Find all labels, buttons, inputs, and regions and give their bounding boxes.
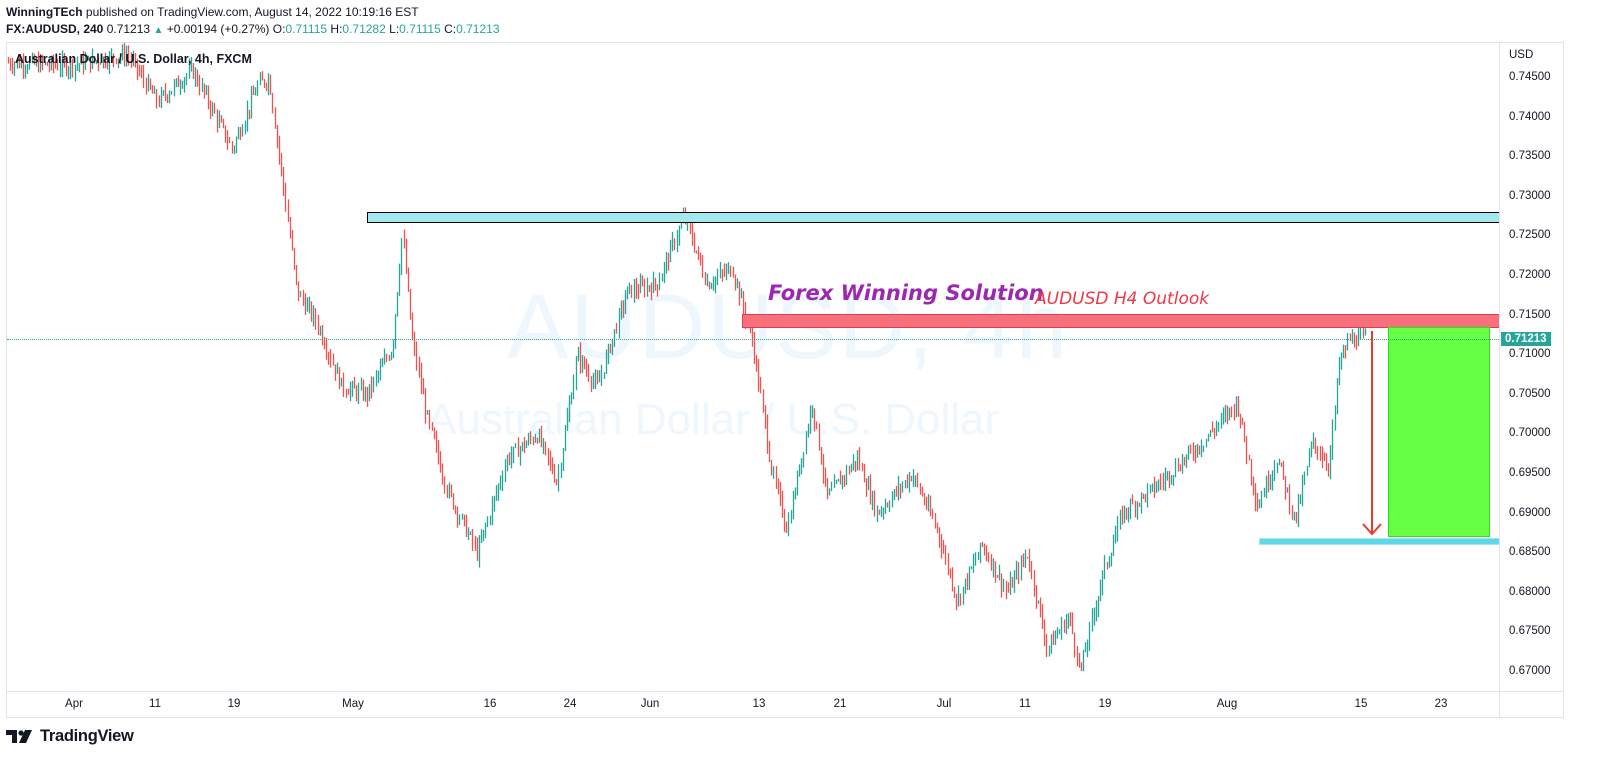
price-tick: 0.73000 [1509,189,1551,202]
price-tick: 0.72000 [1509,269,1551,281]
target-box[interactable] [1388,327,1490,537]
time-axis[interactable]: Apr 11 19 May 16 24 Jun 13 21 Jul 11 19 Aug 15 23 [7,691,1499,717]
time-tick: 11 [1019,698,1031,710]
time-tick: 19 [1098,698,1112,710]
price-tick: 0.71000 [1509,348,1551,361]
low-label: L: [389,22,400,36]
open-value: 0.71115 [285,22,328,36]
symbol-info-bar: FX:AUDUSD, 240 0.71213 ▲ +0.00194 (+0.27… [6,22,500,36]
time-tick: May [342,698,364,710]
upper-supply-zone[interactable] [367,212,1499,223]
current-price-badge: 0.71213 [1501,332,1551,346]
time-tick: Aug [1216,698,1238,710]
time-tick: 11 [149,698,161,710]
price-tick: 0.71500 [1509,308,1551,321]
down-arrow-icon[interactable] [1362,331,1382,537]
price-tick: 0.68000 [1509,585,1551,598]
low-value: 0.71115 [399,22,441,36]
time-tick: Jun [640,698,660,710]
currency-label: USD [1509,49,1534,61]
price-tick: 0.72500 [1509,229,1551,242]
axis-corner [1499,691,1563,717]
price-tick: 0.70000 [1509,427,1551,440]
time-tick: Jul [936,698,952,710]
last-price: 0.71213 [106,22,151,36]
price-change: +0.00194 (+0.27%) [166,22,270,36]
brand-annotation[interactable]: Forex Winning Solution [768,281,1044,305]
time-tick: 19 [227,698,241,710]
watermark-name: Australian Dollar / U.S. Dollar [427,395,1000,444]
tradingview-logo[interactable]: TradingView [6,727,134,746]
price-tick: 0.69000 [1509,506,1551,519]
close-label: C: [444,22,457,36]
price-tick: 0.70500 [1509,387,1551,400]
publish-info: WinningTEch published on TradingView.com… [6,5,419,19]
time-tick: 16 [483,698,497,710]
price-bars [7,43,1367,672]
price-tick: 0.74500 [1509,71,1551,83]
publish-text: published on TradingView.com, August 14,… [85,5,419,19]
outlook-annotation[interactable]: AUDUSD H4 Outlook [1035,289,1210,309]
symbol-label: FX:AUDUSD, 240 [6,22,104,36]
chart-pane[interactable]: AUDUSD, 4h Australian Dollar / U.S. Doll… [7,43,1499,691]
time-tick: 21 [833,698,847,710]
high-label: H: [330,22,343,36]
current-price-line [7,339,1499,340]
open-label: O: [272,22,286,36]
price-tick: 0.74000 [1509,110,1551,123]
price-tick: 0.67000 [1509,665,1551,677]
high-value: 0.71282 [342,22,386,36]
price-tick: 0.68500 [1509,546,1551,559]
tradingview-icon [6,730,32,743]
price-axis[interactable]: USD 0.74500 0.74000 0.73500 0.73000 0.72500 0… [1499,43,1563,691]
time-tick: 24 [563,698,577,710]
price-tick: 0.69500 [1509,467,1551,479]
up-arrow-icon: ▲ [153,25,164,36]
price-tick: 0.73500 [1509,150,1551,163]
chart-frame [6,42,1564,718]
time-tick: 15 [1354,698,1368,710]
price-tick: 0.67500 [1509,625,1551,638]
author-name[interactable]: WinningTEch [6,5,83,19]
resistance-zone[interactable] [742,314,1499,328]
brand-text: TradingView [40,727,134,745]
time-tick: Apr [65,698,83,710]
close-value: 0.71213 [456,22,500,36]
time-tick: 23 [1434,698,1448,710]
support-line[interactable] [1259,538,1499,545]
pane-title: Australian Dollar / U.S. Dollar, 4h, FXC… [15,52,252,66]
time-tick: 13 [752,698,766,710]
